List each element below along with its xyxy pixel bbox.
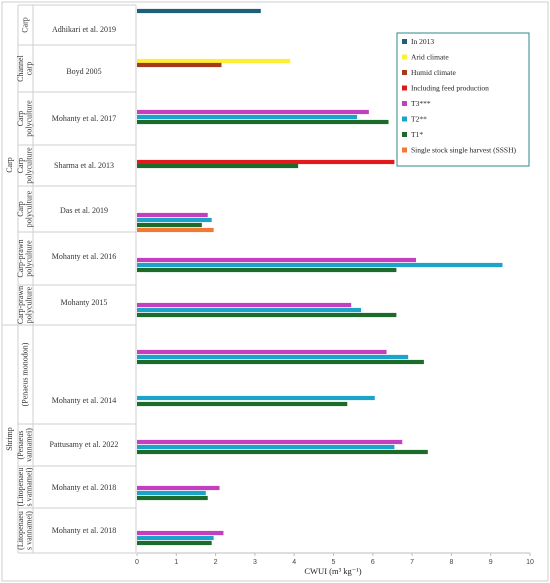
- study-label: Das et al. 2019: [60, 206, 108, 215]
- bar-t1: [137, 222, 202, 228]
- legend-swatch-humid: [402, 70, 407, 75]
- subgroup-label: Carp-prawn: [16, 239, 25, 277]
- bar-t1: [137, 359, 424, 365]
- x-tick-label: 4: [292, 559, 296, 566]
- bar-t1: [137, 495, 208, 501]
- subgroup-label: polyculture: [25, 286, 34, 323]
- study-label: Sharma et al. 2013: [54, 161, 114, 170]
- subgroup-label: Carp: [16, 201, 25, 217]
- bar-humid: [137, 62, 222, 68]
- bar-t1: [137, 449, 428, 455]
- study-label: Adhikari et al. 2019: [52, 25, 116, 34]
- subgroup-label: Carp-prawn: [16, 286, 25, 324]
- subgroup-label: Channel: [16, 54, 25, 81]
- x-tick-label: 10: [526, 559, 534, 566]
- x-tick-label: 0: [135, 559, 139, 566]
- bar-t3: [137, 302, 352, 308]
- subgroup-label: polyculture: [25, 190, 34, 227]
- bar-t1: [137, 540, 212, 546]
- bar-arid: [137, 58, 291, 64]
- bar-t2: [137, 490, 206, 496]
- study-label: Mohanty et al. 2014: [52, 396, 116, 405]
- x-tick-label: 1: [174, 559, 178, 566]
- legend-label-sssh: Single stock single harvest (SSSH): [411, 146, 516, 155]
- x-axis-title: CWUI (m³ kg⁻¹): [304, 566, 361, 576]
- bar-t1: [137, 119, 389, 125]
- study-label: Mohanty 2015: [61, 298, 108, 307]
- x-tick-label: 6: [371, 559, 375, 566]
- legend-label-humid: Humid climate: [411, 68, 456, 77]
- study-label: Mohanty et al. 2018: [52, 483, 116, 492]
- bar-t3: [137, 109, 369, 115]
- legend-label-t1: T1*: [411, 130, 423, 139]
- legend: In 2013 Arid climate Humid climate Includin…: [396, 32, 530, 167]
- bar-t3: [137, 485, 220, 491]
- bar-2013: [137, 8, 261, 14]
- bar-t1: [137, 267, 397, 273]
- subgroup-label: s vannamei): [25, 467, 34, 506]
- bar-t3: [137, 530, 224, 536]
- subgroup-label: polyculture: [25, 240, 34, 277]
- legend-swatch-t3: [402, 101, 407, 106]
- bar-t3: [137, 439, 403, 445]
- legend-swatch-t2: [402, 116, 407, 122]
- bar-t2: [137, 444, 395, 450]
- subgroup-label: Carp: [20, 17, 29, 33]
- bar-t1: [137, 401, 348, 407]
- subgroup-label: polyculture: [25, 147, 34, 184]
- legend-swatch-2013: [402, 39, 407, 44]
- x-tick-label: 7: [410, 559, 414, 566]
- bar-t2: [137, 262, 503, 268]
- subgroup-label: vannamei): [25, 428, 34, 462]
- legend-label-arid: Arid climate: [411, 53, 449, 62]
- x-tick-label: 3: [253, 559, 257, 566]
- subgroup-label: carp: [25, 62, 34, 76]
- bar-t1: [137, 163, 299, 169]
- x-axis: 0 1 2 3 4 5 6 7 8 9 10: [135, 552, 534, 566]
- study-label: Mohanty et al. 2016: [52, 252, 116, 261]
- bars-layer: [137, 8, 503, 546]
- bar-t3: [137, 257, 417, 263]
- bar-feed: [137, 159, 395, 165]
- legend-swatch-sssh: [402, 147, 407, 153]
- subgroup-label: Carp: [16, 111, 25, 127]
- group-label: Shrimp: [5, 427, 14, 451]
- subgroup-label: polyculture: [25, 100, 34, 137]
- group-label: Carp: [5, 157, 14, 173]
- legend-label-2013: In 2013: [411, 37, 434, 46]
- x-tick-label: 9: [489, 559, 493, 566]
- legend-swatch-t1: [402, 132, 407, 137]
- subgroup-label: (Litopenaeu: [16, 511, 25, 550]
- legend-label-t3: T3***: [411, 99, 431, 108]
- subgroup-label: (Penaeus monodon): [20, 342, 29, 406]
- legend-label-feed: Including feed production: [411, 84, 489, 93]
- bar-t3: [137, 212, 208, 218]
- legend-box: [396, 32, 530, 167]
- bar-t1: [137, 312, 397, 318]
- legend-label-t2: T2**: [411, 115, 427, 124]
- bar-t2: [137, 217, 212, 223]
- bar-t3: [137, 349, 387, 355]
- subgroup-label: s vannamei): [25, 511, 34, 550]
- bar-t2: [137, 354, 409, 360]
- study-label: Pattusamy et al. 2022: [50, 440, 119, 449]
- bar-t2: [137, 114, 358, 120]
- study-label: Mohanty et al. 2017: [52, 114, 116, 123]
- legend-swatch-feed: [402, 85, 407, 91]
- x-tick-label: 5: [332, 559, 336, 566]
- bar-t2: [137, 307, 362, 313]
- bar-t2: [137, 395, 375, 401]
- study-label: Mohanty et al. 2018: [52, 526, 116, 535]
- legend-swatch-arid: [402, 54, 407, 60]
- subgroup-label: (Penaeus: [16, 431, 25, 460]
- bar-sssh: [137, 227, 214, 233]
- x-tick-label: 2: [214, 559, 218, 566]
- study-label: Boyd 2005: [66, 67, 101, 76]
- subgroup-label: (Litopenaeu: [16, 468, 25, 507]
- x-tick-label: 8: [449, 559, 453, 566]
- bar-t2: [137, 535, 214, 541]
- subgroup-label: Carp: [16, 158, 25, 174]
